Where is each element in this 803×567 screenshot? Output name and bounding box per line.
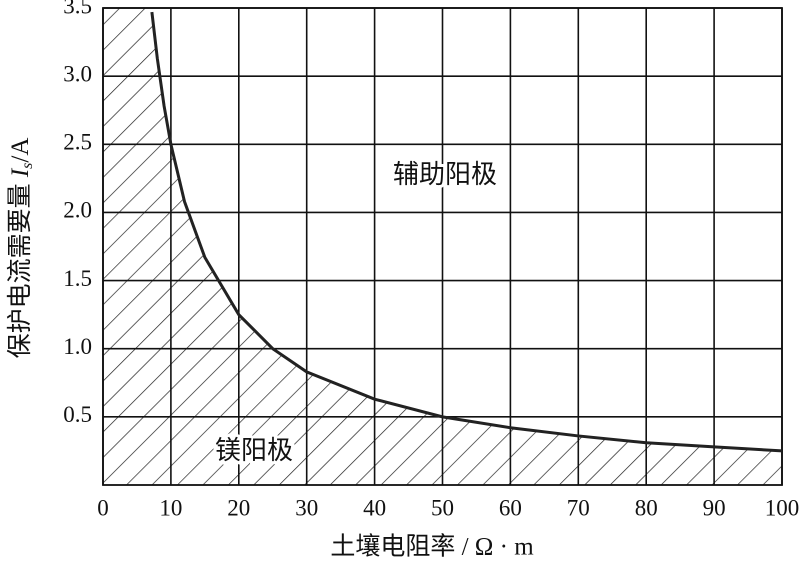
y-tick-label: 3.5 [63, 0, 92, 18]
x-tick-label: 60 [499, 495, 522, 520]
y-tick-label: 3.0 [63, 61, 92, 86]
x-tick-label: 80 [635, 495, 658, 520]
x-tick-label: 30 [295, 495, 318, 520]
x-tick-label: 20 [227, 495, 250, 520]
x-tick-label: 90 [703, 495, 726, 520]
x-axis-label: 土壤电阻率 / Ω · m [330, 533, 534, 561]
y-axis-label-symbol: I [7, 167, 34, 178]
y-tick-label: 2.0 [63, 198, 92, 223]
x-tick-label: 0 [97, 495, 109, 520]
curve [150, 11, 783, 453]
y-tick-label: 2.5 [63, 130, 92, 155]
y-tick-label: 0.5 [63, 402, 92, 427]
y-axis-label-text: 保护电流需要量 [6, 177, 34, 358]
x-tick-label: 100 [765, 495, 800, 520]
region-label: 辅助阳极 [393, 160, 497, 189]
y-axis-label-subscript: s [19, 163, 36, 169]
plot-frame [102, 7, 783, 486]
y-axis-label-unit: /A [7, 138, 34, 163]
region-label: 镁阳极 [215, 436, 293, 465]
x-tick-label: 10 [159, 495, 182, 520]
y-tick-label: 1.5 [63, 266, 92, 291]
y-tick-label: 1.0 [63, 334, 92, 359]
x-tick-label: 50 [431, 495, 454, 520]
x-tick-label: 40 [363, 495, 386, 520]
y-axis-label: 保护电流需要量 Is/A [6, 138, 36, 359]
x-tick-label: 70 [567, 495, 590, 520]
